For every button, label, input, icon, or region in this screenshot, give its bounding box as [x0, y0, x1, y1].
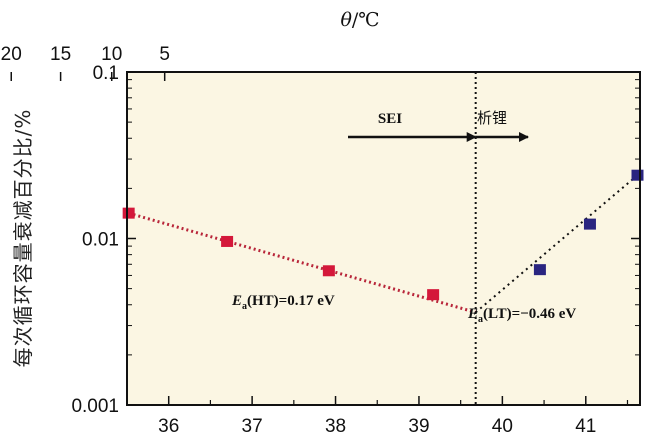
- data-point-s2-2: [583, 218, 596, 230]
- y-tick-label: 0.1: [93, 63, 119, 84]
- data-point-s1-1: [122, 207, 135, 219]
- data-point-s2-3: [631, 169, 644, 181]
- plot-background: [127, 72, 640, 405]
- annotation-ea-lt-text: (LT)=−0.46 eV: [483, 306, 576, 322]
- x-bottom-tick-label: 40: [492, 416, 513, 437]
- x-top-tick-label: 5: [159, 44, 170, 65]
- annotation-ea-ht-symbol: E: [231, 293, 242, 309]
- annotation-ea-lt-symbol: E: [467, 306, 478, 322]
- y-tick-label: 0.001: [71, 396, 119, 417]
- x-top-tick-label: 10: [101, 44, 122, 65]
- annotation-ea-lt: Ea(LT)=−0.46 eV: [467, 306, 576, 325]
- data-point-s2-1: [533, 264, 546, 276]
- axis-ticks: 3637383940415550454035302520151050.0010.…: [1, 44, 640, 437]
- x-top-axis-title: θ/℃: [340, 9, 379, 31]
- x-top-tick-label: 15: [50, 44, 71, 65]
- annotation-ea-ht-text: (HT)=0.17 eV: [247, 293, 335, 309]
- data-point-s1-4: [427, 289, 440, 301]
- annotation-sei: SEI: [378, 111, 402, 127]
- x-bottom-tick-label: 37: [242, 416, 263, 437]
- x-bottom-tick-label: 38: [325, 416, 346, 437]
- x-top-axis-unit: /℃: [352, 9, 380, 31]
- x-top-tick-label: 20: [1, 44, 22, 65]
- annotation-li-plating: 析锂: [477, 109, 507, 127]
- x-top-axis-symbol: θ: [340, 9, 352, 31]
- annotation-ea-ht-sub: a: [242, 301, 247, 312]
- x-bottom-tick-label: 41: [575, 416, 596, 437]
- data-point-s1-2: [221, 235, 234, 247]
- y-tick-label: 0.01: [82, 230, 119, 251]
- annotation-ea-lt-sub: a: [478, 314, 483, 325]
- data-point-s1-3: [322, 265, 335, 277]
- y-axis-title: 每次循环容量衰减百分比/%: [11, 109, 35, 368]
- x-bottom-tick-label: 36: [158, 416, 179, 437]
- fit-line-high-temp: [128, 211, 477, 314]
- annotation-ea-ht: Ea(HT)=0.17 eV: [231, 293, 335, 312]
- x-bottom-tick-label: 39: [408, 416, 429, 437]
- data-points: [122, 169, 644, 301]
